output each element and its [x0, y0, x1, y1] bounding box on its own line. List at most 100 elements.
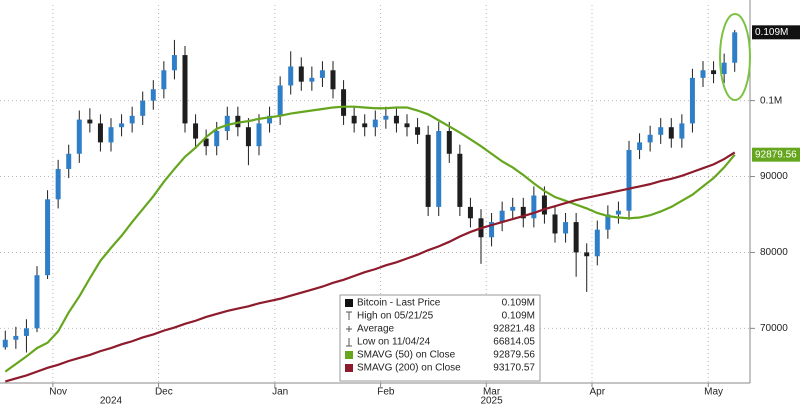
y-tick-label: 90000 [760, 171, 788, 182]
candle-body [499, 210, 505, 223]
candle-body [256, 123, 262, 147]
candle-body [520, 206, 526, 219]
candle-body [425, 134, 431, 207]
candle-body [457, 153, 463, 207]
candle-body [129, 115, 135, 124]
x-year-label: 2025 [480, 396, 503, 406]
candle-body [510, 206, 516, 211]
candle-body [245, 127, 251, 147]
candle-body [203, 138, 209, 147]
candle-body [668, 127, 674, 139]
candle-body [552, 214, 558, 234]
candle-body [55, 168, 61, 200]
candle-body [362, 123, 368, 128]
candle-body [341, 89, 347, 116]
x-tick-label: Jan [272, 387, 288, 398]
legend-label: SMAVG (200) on Close [357, 363, 461, 374]
candle-body [34, 275, 40, 329]
x-tick-label: Feb [377, 387, 395, 398]
y-tick-label: 80000 [760, 247, 788, 258]
candle-body [119, 123, 125, 128]
legend-label: High on 05/21/25 [357, 311, 434, 322]
candle-body [489, 222, 495, 238]
legend-value: 66814.05 [493, 337, 535, 348]
last-value-box [752, 147, 800, 162]
legend-value: 0.109M [502, 298, 535, 309]
x-tick-label: Apr [590, 387, 606, 398]
candle-body [66, 153, 72, 169]
candle-body [573, 222, 579, 253]
candle-body [732, 32, 738, 63]
legend-swatch [345, 351, 353, 359]
candle-body [224, 115, 230, 131]
legend-icon [346, 311, 352, 320]
candle-body [605, 214, 611, 230]
x-year-label: 2024 [100, 396, 123, 406]
candle-body [2, 339, 8, 348]
candle-body [193, 123, 199, 139]
candle-body [298, 66, 304, 82]
candle-body [467, 206, 473, 219]
candle-body [541, 195, 547, 215]
candle-body [267, 115, 273, 124]
candle-body [108, 127, 114, 143]
candle-body [319, 70, 325, 78]
y-tick-label: 0.1M [760, 95, 782, 106]
candle-body [288, 66, 294, 86]
candle-body [383, 115, 389, 120]
candle-body [626, 149, 632, 211]
candle-body [637, 142, 643, 150]
candle-body [97, 123, 103, 143]
candle-body [415, 127, 421, 135]
legend-label: SMAVG (50) on Close [357, 350, 456, 361]
candle-body [393, 115, 399, 124]
last-value-box [752, 25, 800, 40]
last-value-label: 92879.56 [755, 149, 797, 160]
candle-body [235, 115, 241, 128]
x-tick-label: Mar [483, 387, 501, 398]
candle-body [76, 119, 82, 154]
candle-body [647, 134, 653, 143]
x-tick-label: Dec [155, 387, 173, 398]
candle-body [171, 55, 177, 71]
candle-body [45, 199, 51, 276]
candle-body [584, 252, 590, 257]
candle-body [372, 119, 378, 128]
plot-area [2, 30, 738, 383]
legend-label: Average [357, 324, 395, 335]
sma-line [4, 105, 736, 373]
candle-body [214, 131, 220, 147]
legend-swatch [345, 364, 353, 372]
candle-body [700, 70, 706, 78]
candle-body [658, 127, 664, 135]
candle-body [182, 55, 188, 124]
candle-body [711, 70, 717, 75]
candle-body [330, 70, 336, 90]
candle-body [679, 123, 685, 139]
axes: 70000 80000 90000 0.1M Nov Dec Jan Feb Mar Apr May… [49, 25, 800, 406]
last-value-label: 0.109M [755, 27, 788, 38]
candle-body [563, 222, 569, 234]
y-tick-label: 70000 [760, 323, 788, 334]
candle-body [23, 328, 29, 336]
sma-line [4, 151, 736, 383]
candle-body [594, 229, 600, 257]
candle-body [140, 100, 146, 116]
legend-value: 92879.56 [493, 350, 535, 361]
candle-body [689, 77, 695, 124]
legend-label: Low on 11/04/24 [357, 337, 431, 348]
x-tick-label: Nov [49, 387, 67, 398]
candle-body [404, 123, 410, 128]
candle-body [531, 195, 537, 219]
x-tick-label: May [704, 387, 723, 398]
highlight-ellipse [719, 13, 751, 101]
candle-body [351, 115, 357, 124]
grid [0, 5, 750, 383]
legend-icon [346, 326, 352, 332]
legend-icon [346, 338, 352, 347]
legend-swatch [345, 299, 353, 307]
legend-label: Bitcoin - Last Price [357, 298, 441, 309]
legend-value: 92821.48 [493, 324, 535, 335]
